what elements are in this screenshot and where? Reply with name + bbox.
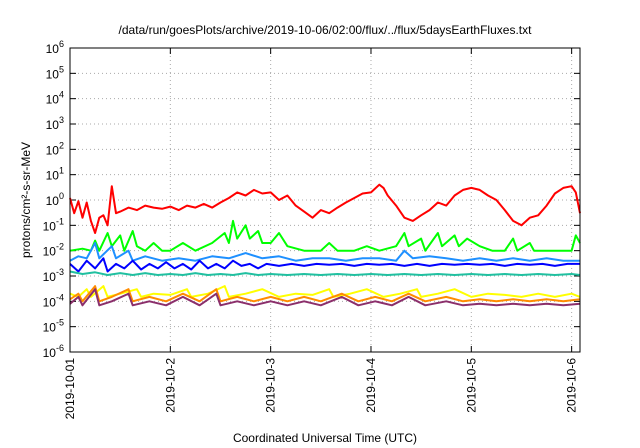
- x-tick-label: 2019-10-01: [63, 358, 77, 420]
- y-tick-label: 10-1: [43, 216, 64, 233]
- x-tick-label: 2019-10-6: [565, 358, 579, 413]
- y-tick-label: 102: [46, 140, 64, 157]
- y-tick-label: 10-4: [43, 292, 64, 309]
- series-line-5: [69, 270, 581, 276]
- x-tick-label: 2019-10-5: [464, 358, 478, 413]
- series-line-1: [69, 183, 581, 234]
- y-axis-label: protons/cm²-s-sr-MeV: [19, 142, 33, 258]
- y-tick-label: 10-2: [43, 242, 64, 259]
- series-line-4: [69, 257, 580, 273]
- x-axis-label: Coordinated Universal Time (UTC): [233, 431, 417, 445]
- series-line-2: [69, 219, 581, 252]
- x-tick-label: 2019-10-4: [364, 358, 378, 413]
- chart-grid: [70, 48, 580, 352]
- series-group: [69, 183, 581, 307]
- y-tick-label: 106: [46, 39, 64, 56]
- plot-frame: [69, 47, 581, 353]
- y-tick-label: 103: [46, 115, 64, 132]
- y-tick-label: 10-5: [43, 318, 64, 335]
- x-tick-label: 2019-10-2: [163, 358, 177, 413]
- y-tick-label: 100: [46, 191, 64, 208]
- series-line-3: [69, 242, 580, 262]
- y-tick-label: 104: [46, 90, 64, 107]
- y-tick-label: 10-3: [43, 267, 64, 284]
- chart-title: /data/run/goesPlots/archive/2019-10-06/0…: [119, 23, 533, 37]
- x-tick-label: 2019-10-3: [264, 358, 278, 413]
- series-line-8: [69, 288, 581, 307]
- y-axis-tick-labels: 10-6 10-5 10-4 10-3 10-2 10-1 100 101 102 103 104 1…: [43, 39, 64, 360]
- series-line-7: [69, 285, 581, 303]
- y-tick-label: 10-6: [43, 343, 64, 360]
- series-line-6: [69, 285, 581, 298]
- y-tick-label: 101: [46, 166, 64, 183]
- y-tick-label: 105: [46, 64, 64, 81]
- x-axis-tick-labels: 2019-10-01 2019-10-2 2019-10-3 2019-10-4 201…: [63, 358, 579, 420]
